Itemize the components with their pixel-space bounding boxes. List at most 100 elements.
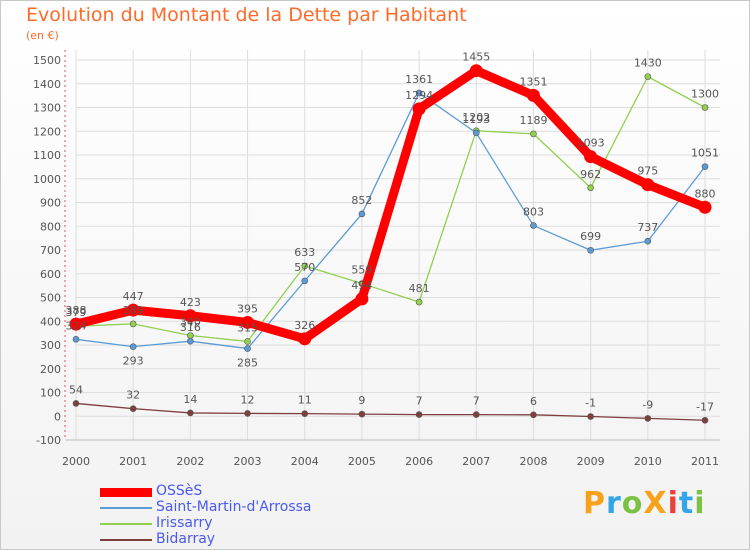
data-point <box>301 262 309 270</box>
data-point <box>412 102 426 116</box>
data-label: 1193 <box>462 113 490 126</box>
data-point <box>301 277 309 285</box>
data-label: 293 <box>123 355 144 368</box>
data-point <box>355 292 369 306</box>
data-label: 32 <box>126 389 140 402</box>
data-label: 1300 <box>691 88 719 101</box>
data-point <box>187 409 194 417</box>
data-label: 7 <box>416 395 423 408</box>
data-label: 9 <box>358 394 365 407</box>
data-point <box>241 315 255 329</box>
data-label: 324 <box>66 319 87 332</box>
series-line-2 <box>75 75 706 343</box>
data-label: 559 <box>351 263 372 276</box>
y-tick-label: 200 <box>40 363 61 376</box>
data-label: 803 <box>523 206 544 219</box>
x-tick-label: 2007 <box>462 455 490 468</box>
data-label: 852 <box>351 194 372 207</box>
data-label: 7 <box>473 395 480 408</box>
legend-swatch <box>100 523 152 525</box>
data-label: 379 <box>66 306 87 319</box>
legend-label: OSSèS <box>156 483 203 499</box>
legend-swatch <box>100 488 152 497</box>
data-label: 699 <box>580 230 601 243</box>
data-point <box>358 210 366 218</box>
data-point <box>298 332 312 346</box>
data-point <box>129 343 137 350</box>
data-label: 494 <box>351 279 372 292</box>
legend-label: Saint-Martin-d'Arrossa <box>156 499 312 515</box>
data-label: -9 <box>642 398 653 411</box>
data-label: 481 <box>409 282 430 295</box>
x-tick-label: 2008 <box>519 455 547 468</box>
y-tick-label: 700 <box>40 244 61 257</box>
y-tick-label: 500 <box>40 292 61 305</box>
data-label: 737 <box>637 221 658 234</box>
data-label: 1351 <box>519 75 547 88</box>
data-point <box>701 416 709 424</box>
data-point <box>587 184 594 192</box>
data-point <box>644 415 652 422</box>
data-point <box>530 411 537 419</box>
data-label: 11 <box>298 394 312 407</box>
data-point <box>301 410 309 417</box>
data-label: 389 <box>123 304 144 317</box>
data-point <box>244 410 251 417</box>
data-point <box>584 150 598 164</box>
data-point <box>701 163 709 170</box>
data-label: 388 <box>66 304 87 317</box>
data-label: 395 <box>237 302 258 315</box>
data-point <box>358 410 366 418</box>
y-tick-label: 1300 <box>33 102 61 115</box>
y-tick-label: -100 <box>36 434 61 447</box>
data-point <box>126 303 140 317</box>
data-label: 1051 <box>691 147 719 160</box>
data-label: 633 <box>294 246 315 259</box>
y-tick-label: 1200 <box>33 125 61 138</box>
y-tick-label: 800 <box>40 220 61 233</box>
data-point <box>415 298 423 306</box>
data-label: 6 <box>530 395 537 408</box>
data-label: 285 <box>237 357 258 370</box>
data-point <box>698 200 712 214</box>
y-tick-label: 0 <box>54 410 61 423</box>
data-label: 1361 <box>405 73 433 86</box>
data-point <box>587 413 594 420</box>
data-label: 447 <box>123 290 144 303</box>
data-point <box>472 129 480 137</box>
data-point <box>469 64 483 78</box>
data-label: 1189 <box>519 114 547 127</box>
data-label: 1093 <box>577 137 605 150</box>
x-tick-label: 2005 <box>348 455 376 468</box>
y-tick-label: 100 <box>40 387 61 400</box>
y-tick-label: 1000 <box>33 173 61 186</box>
data-point <box>641 178 655 192</box>
y-tick-label: 1500 <box>33 54 61 67</box>
data-point <box>530 130 537 138</box>
data-point <box>72 335 80 343</box>
y-tick-label: 300 <box>40 339 61 352</box>
x-tick-label: 2000 <box>62 455 90 468</box>
x-tick-label: 2006 <box>405 455 433 468</box>
data-point <box>187 337 194 345</box>
legend-swatch <box>100 507 152 509</box>
x-tick-label: 2002 <box>176 455 204 468</box>
data-point <box>644 237 652 245</box>
y-tick-label: 600 <box>40 268 61 281</box>
data-label: -17 <box>696 400 714 413</box>
y-tick-label: 900 <box>40 197 61 210</box>
data-point <box>244 345 251 352</box>
data-point <box>526 88 540 102</box>
data-label: 1202 <box>462 111 490 124</box>
data-label: 1455 <box>462 51 490 64</box>
x-tick-label: 2003 <box>234 455 262 468</box>
chart-title: Evolution du Montant de la Dette par Hab… <box>26 4 467 26</box>
data-point <box>69 317 83 331</box>
x-tick-label: 2011 <box>691 455 719 468</box>
x-tick-label: 2004 <box>291 455 319 468</box>
data-label: 54 <box>69 383 83 396</box>
y-tick-label: 1100 <box>33 149 61 162</box>
data-point <box>72 400 80 407</box>
legend-swatch <box>100 539 152 541</box>
